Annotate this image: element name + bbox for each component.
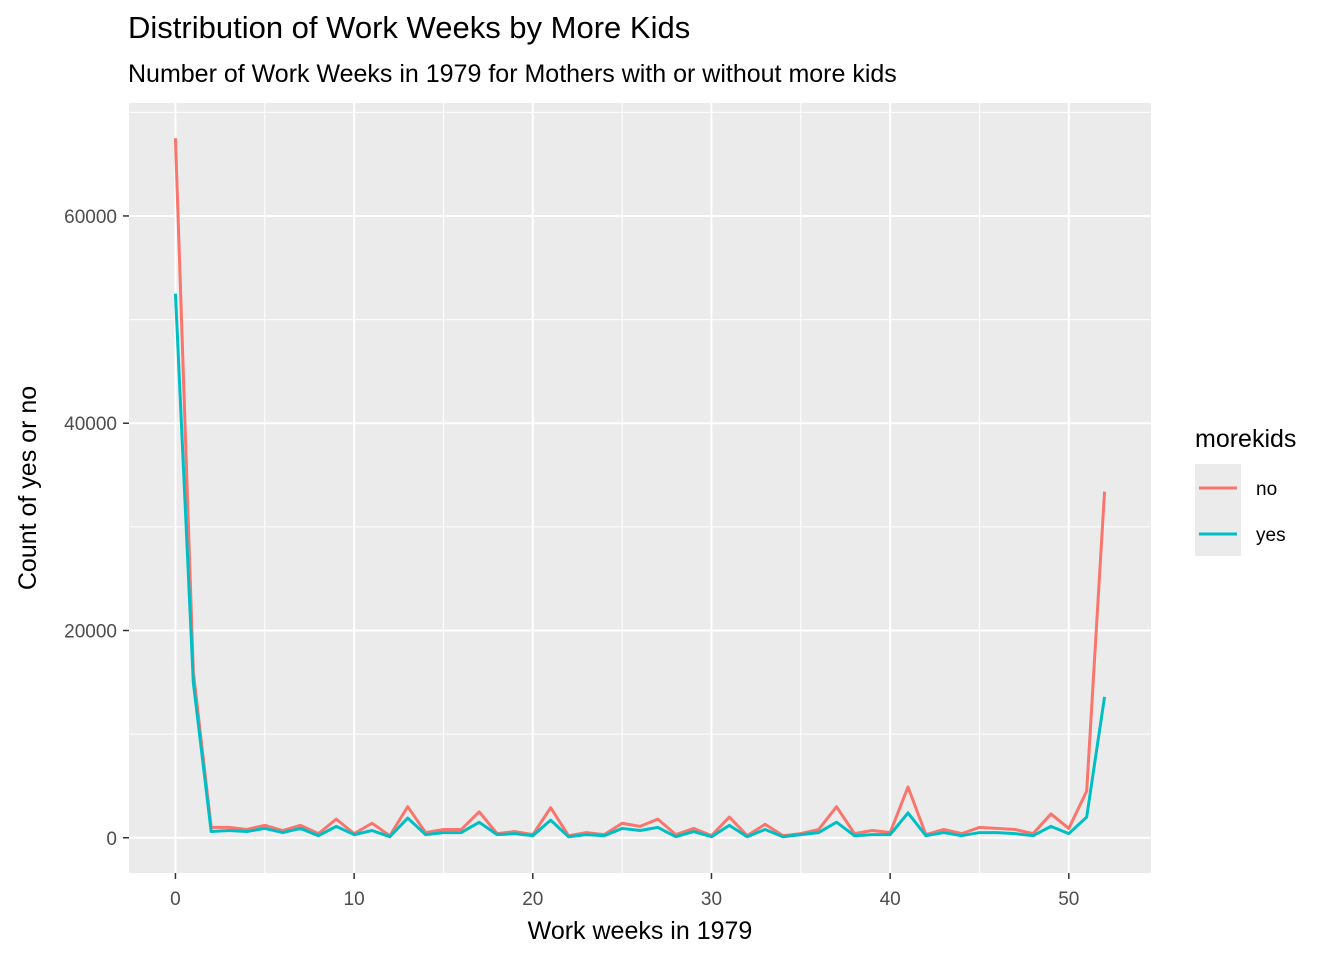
x-axis: 0 10 20 30 40 50 <box>170 873 1079 910</box>
y-axis-title: Count of yes or no <box>14 386 42 590</box>
plot-panel <box>129 103 1151 873</box>
y-tick-label: 0 <box>106 829 117 850</box>
x-tick-label: 20 <box>522 889 543 910</box>
x-tick-label: 30 <box>701 889 722 910</box>
grid-major <box>129 103 1151 873</box>
x-tick-label: 10 <box>344 889 365 910</box>
x-tick-label: 0 <box>170 889 181 910</box>
x-axis-title: Work weeks in 1979 <box>528 917 753 945</box>
chart-title: Distribution of Work Weeks by More Kids <box>128 10 691 45</box>
y-tick-label: 20000 <box>64 621 117 642</box>
grid-minor <box>129 103 1151 873</box>
x-tick-label: 40 <box>880 889 901 910</box>
legend: morekids no yes <box>1195 425 1296 556</box>
legend-label-no: no <box>1256 479 1277 500</box>
x-tick-label: 50 <box>1058 889 1079 910</box>
y-tick-label: 40000 <box>64 414 117 435</box>
series-line-no <box>173 138 1107 838</box>
legend-label-yes: yes <box>1256 525 1286 546</box>
y-axis: 0 20000 40000 60000 <box>64 207 129 850</box>
y-tick-label: 60000 <box>64 207 117 228</box>
series-line-yes <box>173 293 1107 839</box>
series-lines <box>173 138 1107 839</box>
legend-title: morekids <box>1195 425 1296 453</box>
chart-subtitle: Number of Work Weeks in 1979 for Mothers… <box>128 60 897 88</box>
legend-key-background <box>1195 464 1241 556</box>
